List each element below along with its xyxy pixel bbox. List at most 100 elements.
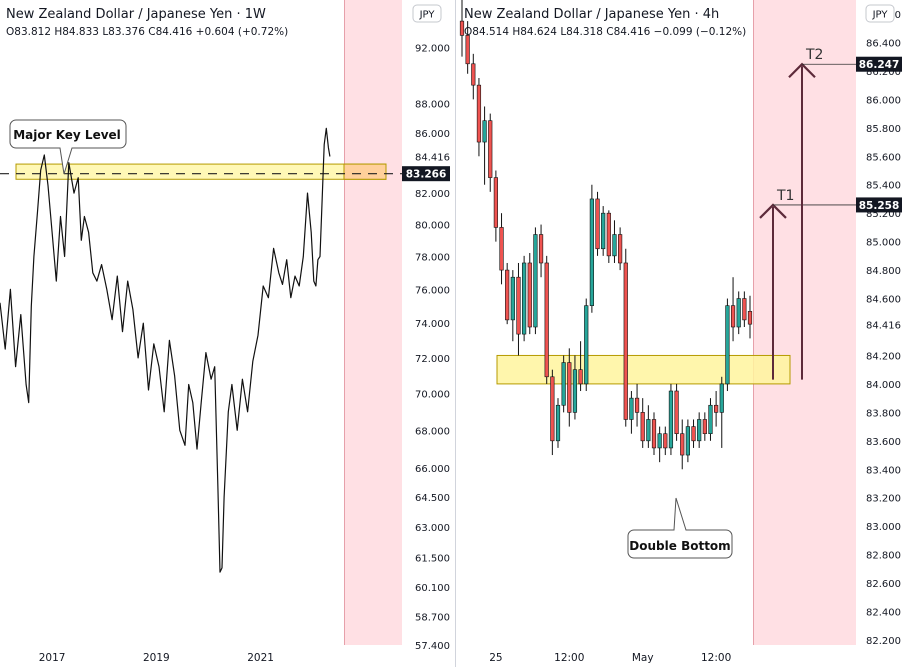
right-y-tick-label: 86.000: [866, 95, 901, 106]
right-currency-label: JPY: [872, 10, 889, 21]
candle: [725, 298, 730, 392]
future-area-right: [753, 0, 856, 645]
candle: [499, 213, 504, 285]
candle: [736, 291, 741, 335]
left-ohlc-label: O83.812 H84.833 L83.376 C84.416 +0.604 (…: [6, 26, 288, 38]
weekly-chart-panel: 92.000 88.000 86.000 84.416 82.000 80.000 78.0…: [0, 0, 450, 664]
left-y-tick-label: 60.100: [415, 583, 450, 594]
candle: [527, 253, 532, 335]
candle: [708, 398, 713, 441]
left-y-tick-label: 66.000: [415, 464, 450, 475]
left-y-tick-label: 63.000: [415, 523, 450, 534]
target-t1: T1 85.258: [759, 188, 902, 380]
left-y-tick-label: 82.000: [415, 189, 450, 200]
four-hour-chart-panel: 86.60086.40086.20086.00085.80085.60085.4…: [459, 0, 902, 664]
left-current-price-tag: 83.266: [402, 166, 450, 182]
candle: [612, 220, 617, 263]
candle: [550, 369, 555, 456]
target-label: T1: [776, 188, 794, 204]
left-y-tick-label: 70.000: [415, 390, 450, 401]
left-y-tick-label: 57.400: [415, 641, 450, 652]
right-x-tick-label: 25: [489, 652, 502, 664]
candle: [730, 277, 736, 342]
candle: [493, 170, 498, 242]
right-y-tick-label: 83.600: [866, 437, 901, 448]
candle: [697, 412, 702, 448]
candle: [476, 78, 482, 157]
right-y-tick-label: 82.600: [866, 579, 901, 590]
candle: [488, 113, 493, 192]
left-y-tick-label: 86.000: [415, 129, 450, 140]
right-y-tick-label: 82.400: [866, 608, 901, 619]
left-y-tick-label: 58.700: [415, 613, 450, 624]
candle: [618, 227, 623, 271]
candle: [640, 398, 645, 448]
candle: [747, 295, 753, 339]
left-y-tick-label: 64.500: [415, 493, 450, 504]
right-y-tick-label: 85.600: [866, 152, 901, 163]
target-price-tag: 85.258: [859, 200, 900, 212]
left-chart-title: New Zealand Dollar / Japanese Yen · 1W: [6, 7, 266, 22]
candle: [680, 419, 685, 470]
candle: [538, 224, 544, 278]
candle: [646, 405, 651, 448]
candle: [601, 206, 606, 256]
candle: [522, 255, 527, 342]
right-y-tick-label: 85.800: [866, 124, 901, 135]
right-y-tick-label: 84.000: [866, 380, 901, 391]
right-x-tick-label: May: [632, 652, 654, 664]
left-x-axis: 2017 2019 2021: [39, 652, 274, 664]
left-x-tick-label: 2019: [143, 652, 170, 664]
right-y-tick-label: 85.000: [866, 238, 901, 249]
candle: [505, 262, 510, 325]
right-y-tick-label: 83.200: [866, 494, 901, 505]
right-y-tick-label: 82.200: [866, 636, 901, 647]
left-y-tick-label: 61.500: [415, 554, 450, 565]
candle: [714, 391, 719, 427]
right-y-tick-label: 82.800: [866, 551, 901, 562]
right-x-tick-label: 12:00: [554, 652, 584, 664]
left-y-tick-label: 78.000: [415, 252, 450, 263]
left-y-tick-label: 74.000: [415, 319, 450, 330]
left-price-tag-text: 83.266: [406, 169, 447, 181]
candle: [595, 191, 600, 256]
candle: [533, 227, 538, 335]
major-key-level-callout: Major Key Level: [9, 119, 127, 175]
right-y-tick-label: 85.400: [866, 181, 901, 192]
candle: [567, 348, 572, 427]
future-area-left: [344, 0, 402, 645]
support-zone: [496, 354, 791, 385]
left-y-axis: 92.000 88.000 86.000 84.416 82.000 80.000 78.0…: [415, 43, 450, 652]
candle: [685, 419, 690, 463]
candle: [742, 291, 747, 327]
right-y-tick-label: 86.400: [866, 38, 901, 49]
double-bottom-label: Double Bottom: [629, 539, 730, 553]
candle: [572, 355, 578, 420]
right-y-tick-label: 84.800: [866, 266, 901, 277]
candle: [668, 383, 674, 456]
right-y-tick-label: 83.400: [866, 465, 901, 476]
right-currency-badge[interactable]: JPY: [865, 4, 895, 23]
candle: [702, 412, 707, 441]
left-x-tick-label: 2021: [247, 652, 274, 664]
candle: [578, 341, 583, 392]
target-price-tag: 86.247: [859, 59, 900, 71]
right-y-tick-label: 85.200: [866, 209, 901, 220]
left-y-tick-label: 68.000: [415, 426, 450, 437]
left-currency-badge[interactable]: JPY: [412, 4, 442, 23]
candle: [663, 426, 668, 456]
candle: [651, 412, 657, 456]
left-y-tick-label: 88.000: [415, 100, 450, 111]
candle: [482, 106, 487, 185]
candle: [623, 248, 628, 427]
candle: [510, 270, 515, 342]
candle: [584, 298, 589, 392]
candle: [516, 262, 521, 356]
right-y-tick-label: 83.800: [866, 408, 901, 419]
left-y-tick-label: 76.000: [415, 285, 450, 296]
right-y-tick-label: 86.200: [866, 67, 901, 78]
right-x-tick-label: 12:00: [701, 652, 731, 664]
candle: [674, 383, 679, 441]
major-key-level-label: Major Key Level: [13, 128, 121, 142]
